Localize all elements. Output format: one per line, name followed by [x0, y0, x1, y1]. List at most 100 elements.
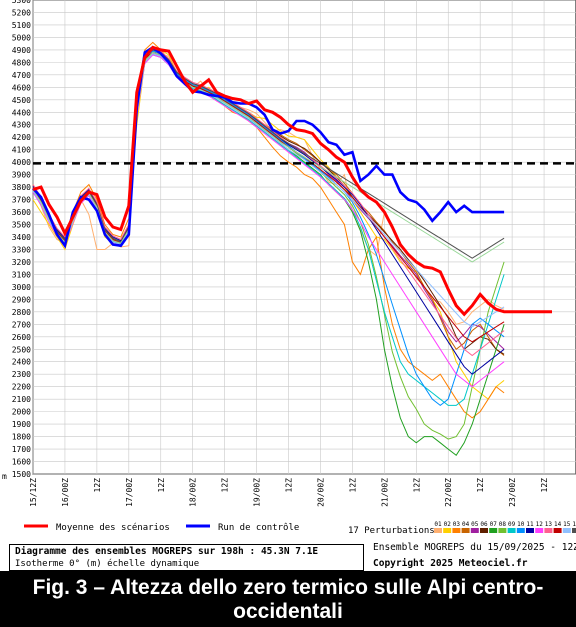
x-tick-label: 12Z: [412, 478, 421, 493]
perturbation-line-15: [32, 53, 505, 328]
x-tick-label: 21/00Z: [380, 478, 389, 507]
ensemble-chart: 1500 1600 1700 1800 1900 2000 2100 2200 2300 2400…: [2, 0, 576, 536]
perturbation-swatch: [553, 528, 562, 533]
perturbation-number: 16: [572, 521, 576, 528]
x-tick-label: 12Z: [348, 478, 357, 493]
x-tick-label: 15/12Z: [29, 478, 38, 507]
y-axis-unit-label: m: [2, 472, 7, 481]
y-tick-label: 3500: [12, 221, 31, 230]
perturbation-number: 13: [545, 521, 553, 528]
mean-legend-label: Moyenne des scénarios: [56, 522, 170, 533]
perturbation-line-17: [32, 51, 505, 263]
x-tick-label: 20/00Z: [316, 478, 325, 507]
y-tick-label: 2900: [12, 295, 31, 304]
figure-caption: Fig. 3 – Altezza dello zero termico sull…: [0, 571, 576, 627]
x-tick-label: 12Z: [93, 478, 102, 493]
perturbation-swatch: [526, 528, 534, 533]
y-tick-label: 5300: [12, 0, 31, 5]
y-tick-label: 2100: [12, 395, 31, 404]
y-tick-label: 4600: [12, 83, 31, 92]
y-tick-label: 3400: [12, 233, 31, 242]
y-tick-label: 4500: [12, 96, 31, 105]
ensemble-run-info: Ensemble MOGREPS du 15/09/2025 - 12Z: [373, 542, 576, 553]
x-tick-label: 12Z: [157, 478, 166, 493]
perturbation-number: 04: [462, 521, 470, 528]
perturbation-number: 15: [563, 521, 571, 528]
perturbation-swatch: [572, 528, 576, 533]
y-tick-label: 5200: [12, 8, 31, 17]
y-tick-label: 3300: [12, 245, 31, 254]
perturbation-swatch: [489, 528, 498, 533]
perturbations-legend-label: 17 Perturbations: [348, 526, 435, 536]
diagram-subtitle: Isotherme 0° (m) échelle dynamique: [15, 559, 200, 569]
perturbation-swatch: [443, 528, 452, 533]
perturbation-swatch: [470, 528, 479, 533]
perturbation-number: 05: [471, 521, 479, 528]
perturbation-swatch: [461, 528, 470, 533]
y-tick-label: 3200: [12, 258, 31, 267]
y-tick-label: 4000: [12, 158, 31, 167]
perturbation-number: 03: [453, 521, 461, 528]
y-tick-label: 2700: [12, 320, 31, 329]
perturbation-number: 12: [536, 521, 544, 528]
y-tick-label: 3100: [12, 270, 31, 279]
perturbation-line-14: [32, 51, 505, 343]
x-tick-label: 19/00Z: [253, 478, 262, 507]
perturbation-swatch: [507, 528, 516, 533]
perturbation-swatch: [516, 528, 525, 533]
perturbation-swatch: [480, 528, 488, 533]
y-tick-label: 2400: [12, 358, 31, 367]
diagram-title: Diagramme des ensembles MOGREPS sur 198h…: [15, 546, 319, 557]
y-tick-label: 1800: [12, 433, 31, 442]
y-tick-label: 3700: [12, 196, 31, 205]
y-tick-label: 5100: [12, 21, 31, 30]
y-tick-label: 3600: [12, 208, 31, 217]
y-tick-label: 2600: [12, 333, 31, 342]
y-tick-label: 1900: [12, 420, 31, 429]
perturbation-number: 09: [508, 521, 516, 528]
series-lines: [32, 41, 576, 457]
perturbation-number: 06: [480, 521, 488, 528]
x-axis-labels: 15/12Z 16/00Z 12Z 17/00Z 12Z 18/00Z 12Z 19/00Z 1…: [29, 478, 549, 507]
perturbation-line-16: [32, 49, 505, 259]
y-tick-label: 4800: [12, 58, 31, 67]
control-legend-label: Run de contrôle: [218, 522, 299, 533]
y-tick-label: 1700: [12, 445, 31, 454]
copyright-text: Copyright 2025 Meteociel.fr: [373, 558, 528, 569]
y-tick-label: 3900: [12, 171, 31, 180]
y-tick-label: 1600: [12, 458, 31, 467]
y-tick-label: 3000: [12, 283, 31, 292]
perturbation-line-03: [32, 41, 505, 419]
control-run-line: [32, 45, 505, 249]
x-tick-label: 16/00Z: [61, 478, 70, 507]
x-tick-label: 12Z: [540, 478, 549, 493]
perturbation-number: 01: [434, 521, 442, 528]
y-tick-label: 4100: [12, 146, 31, 155]
y-tick-label: 1500: [12, 470, 31, 479]
y-tick-label: 4300: [12, 121, 31, 130]
perturbation-number: 08: [499, 521, 507, 528]
perturbation-swatch: [434, 528, 442, 533]
perturbation-swatch: [452, 528, 461, 533]
y-tick-label: 2000: [12, 408, 31, 417]
perturbation-swatch: [535, 528, 544, 533]
perturbation-line-13: [32, 48, 505, 357]
perturbation-swatch: [498, 528, 507, 533]
x-tick-label: 12Z: [285, 478, 294, 493]
x-tick-label: 23/00Z: [508, 478, 517, 507]
y-tick-label: 2800: [12, 308, 31, 317]
y-tick-label: 3800: [12, 183, 31, 192]
perturbation-swatch: [544, 528, 553, 533]
perturbation-number: 02: [444, 521, 452, 528]
perturbation-swatch: [562, 528, 571, 533]
diagram-info-box: Diagramme des ensembles MOGREPS sur 198h…: [9, 544, 364, 571]
y-tick-label: 4200: [12, 133, 31, 142]
y-tick-label: 2500: [12, 345, 31, 354]
y-tick-label: 4700: [12, 71, 31, 80]
y-tick-label: 4900: [12, 46, 31, 55]
x-tick-label: 12Z: [221, 478, 230, 493]
x-tick-label: 17/00Z: [125, 478, 134, 507]
perturbation-number: 10: [517, 521, 525, 528]
y-tick-label: 2200: [12, 383, 31, 392]
x-tick-label: 18/00Z: [189, 478, 198, 507]
